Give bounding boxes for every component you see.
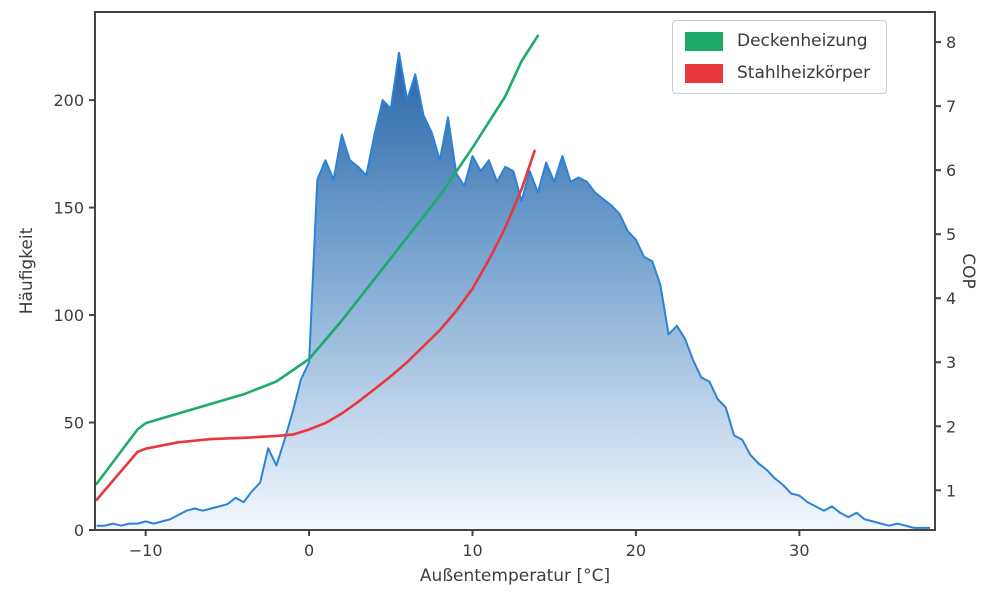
deckenheizung-label: Deckenheizung	[737, 31, 868, 51]
y-tick-label-right: 3	[946, 353, 956, 372]
legend-item-deckenheizung: Deckenheizung	[685, 31, 870, 51]
y-tick-label-left: 0	[74, 521, 84, 540]
x-tick-label: 30	[789, 541, 809, 560]
x-axis-label: Außentemperatur [°C]	[419, 566, 611, 586]
y-tick-label-right: 5	[946, 225, 956, 244]
line-stahlheizkoerper	[95, 149, 536, 502]
histogram-area	[96, 52, 931, 531]
histogram-outline	[96, 51, 931, 529]
stahlheizkoerper-swatch	[685, 63, 723, 83]
plot-border	[94, 11, 936, 531]
y-tick-label-left: 50	[64, 414, 84, 433]
y-axis-label-left: Häufigkeit	[17, 227, 37, 315]
y-tick-label-left: 100	[53, 306, 84, 325]
y-tick-label-left: 150	[53, 199, 84, 218]
x-tick-label: 0	[304, 541, 314, 560]
x-tick-label: 10	[462, 541, 482, 560]
y-tick-label-right: 7	[946, 97, 956, 116]
legend-item-stahlheizkoerper: Stahlheizkörper	[685, 63, 870, 83]
line-deckenheizung	[95, 34, 540, 486]
x-tick-label: 20	[626, 541, 646, 560]
y-tick-label-right: 6	[946, 161, 956, 180]
legend: Deckenheizung Stahlheizkörper	[672, 20, 888, 94]
y-tick-label-right: 2	[946, 417, 956, 436]
stahlheizkoerper-label: Stahlheizkörper	[737, 63, 871, 83]
y-tick-label-right: 4	[946, 289, 956, 308]
y-tick-label-right: 1	[946, 481, 956, 500]
y-axis-label-right: COP	[958, 253, 978, 289]
y-tick-label-left: 200	[53, 91, 84, 110]
deckenheizung-swatch	[685, 31, 723, 51]
y-tick-label-right: 8	[946, 33, 956, 52]
x-tick-label: −10	[129, 541, 163, 560]
